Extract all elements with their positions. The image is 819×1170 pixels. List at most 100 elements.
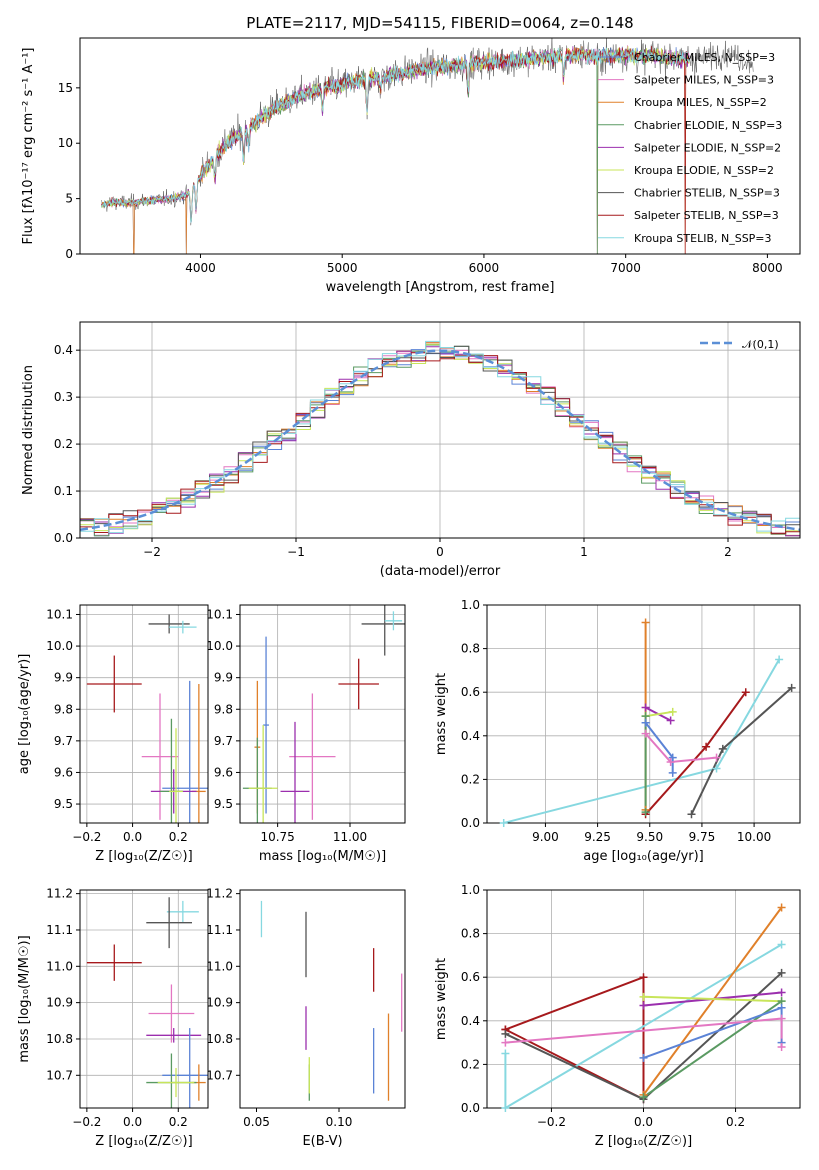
x-axis-label: Z [log₁₀(Z/Z☉)]: [595, 1134, 692, 1149]
y-tick-label: 10: [58, 136, 73, 150]
y-tick-label: 10.0: [206, 639, 233, 653]
y-axis-label: Normed distribution: [21, 365, 36, 495]
x-axis-label: E(B-V): [302, 1134, 342, 1149]
x-tick-label: 4000: [185, 261, 216, 275]
y-tick-label: 10.1: [46, 607, 73, 621]
figure-title: PLATE=2117, MJD=54115, FIBERID=0064, z=0…: [246, 14, 633, 32]
weight-marker: [668, 768, 677, 777]
x-tick-label: 0.0: [634, 1115, 653, 1129]
legend-label: 𝒩(0,1): [742, 338, 779, 351]
y-tick-label: 11.0: [206, 959, 233, 973]
y-tick-label: 0.2: [461, 772, 480, 786]
weight-marker: [641, 703, 650, 712]
x-tick-label: 1: [580, 545, 588, 559]
y-tick-label: 11.0: [46, 959, 73, 973]
y-tick-label: 0.4: [461, 729, 480, 743]
legend-label: Chabrier ELODIE, N_SSP=3: [634, 119, 782, 132]
weight-marker: [777, 940, 786, 949]
plot-area: [80, 340, 800, 538]
x-axis-label: Z [log₁₀(Z/Z☉)]: [95, 849, 192, 864]
y-tick-label: 11.2: [206, 887, 233, 901]
weight-marker: [641, 618, 650, 627]
x-tick-label: −0.2: [72, 1115, 101, 1129]
plot-area: [100, 38, 754, 254]
axes-spine: [486, 604, 801, 824]
x-tick-label: −0.2: [537, 1115, 566, 1129]
x-axis-label: (data-model)/error: [380, 564, 501, 579]
y-tick-label: 9.5: [214, 797, 233, 811]
y-tick-label: 11.2: [46, 887, 73, 901]
x-tick-label: 10.00: [737, 830, 771, 844]
y-tick-label: 10.9: [206, 996, 233, 1010]
weight-marker: [641, 808, 650, 817]
panel-age_vs_Z: −0.2 0.0 0.2 9.5 9.6 9.7 9.8 9.9 10.0 10.1 Z [log₁…: [17, 604, 209, 864]
x-tick-label: 10.75: [260, 830, 294, 844]
y-tick-label: 0.6: [461, 970, 480, 984]
legend-label: Chabrier STELIB, N_SSP=3: [634, 187, 780, 200]
y-tick-label: 10.7: [46, 1068, 73, 1082]
axes-frame: −2 −1 0 1 2 0.0 0.1 0.2 0.3 0.4 (data-model)/error…: [21, 321, 801, 579]
plot-area: [86, 897, 208, 1108]
weight-marker: [641, 718, 650, 727]
y-tick-label: 10.7: [206, 1068, 233, 1082]
weight-marker: [668, 707, 677, 716]
weight-marker: [639, 992, 648, 1001]
x-tick-label: 2: [724, 545, 732, 559]
weight-line: [642, 1000, 783, 1098]
legend-label: Salpeter STELIB, N_SSP=3: [634, 209, 779, 222]
weight-marker: [787, 683, 796, 692]
panel-age_vs_mass: 10.75 11.00 9.5 9.6 9.7 9.8 9.9 10.0 10.1 mass [l…: [206, 604, 406, 864]
y-tick-label: 0.3: [54, 390, 73, 404]
y-tick-label: 0.8: [461, 642, 480, 656]
weight-marker: [666, 716, 675, 725]
x-tick-label: 0: [436, 545, 444, 559]
axes-spine: [239, 604, 406, 824]
plot-area: [86, 614, 208, 823]
weight-marker: [501, 1104, 510, 1112]
y-tick-label: 9.9: [54, 671, 73, 685]
legend-label: Salpeter ELODIE, N_SSP=2: [634, 141, 781, 154]
x-tick-label: −2: [143, 545, 161, 559]
y-tick-label: 1.0: [461, 598, 480, 612]
weight-marker: [501, 1049, 510, 1058]
panel-weight_vs_Z: −0.2 0.0 0.2 0.0 0.2 0.4 0.6 0.8 1.0 Z [log₁₀(Z/Z…: [434, 883, 801, 1149]
y-tick-label: 0.2: [54, 437, 73, 451]
y-tick-label: 0.4: [461, 1014, 480, 1028]
y-tick-label: 0.0: [54, 531, 73, 545]
legend-label: Kroupa ELODIE, N_SSP=2: [634, 164, 774, 177]
x-tick-label: 0.0: [123, 830, 142, 844]
x-tick-label: 5000: [327, 261, 358, 275]
y-axis-label: mass weight: [434, 958, 449, 1040]
y-tick-label: 9.5: [54, 797, 73, 811]
weight-marker: [741, 688, 750, 697]
y-tick-label: 10.8: [46, 1032, 73, 1046]
y-tick-label: 0.0: [461, 816, 480, 830]
y-axis-label: mass [log₁₀(M/M☉)]: [17, 935, 32, 1062]
normal-curve: [80, 349, 800, 532]
y-tick-label: 1.0: [461, 883, 480, 897]
x-tick-label: 9.50: [636, 830, 663, 844]
y-tick-label: 10.9: [46, 996, 73, 1010]
y-tick-label: 0.2: [461, 1057, 480, 1071]
weight-marker: [775, 655, 784, 664]
x-axis-label: age [log₁₀(age/yr)]: [583, 849, 704, 864]
weight-marker: [712, 753, 721, 762]
x-tick-label: 0.2: [169, 1115, 188, 1129]
weight-marker: [777, 1003, 786, 1012]
x-axis-label: mass [log₁₀(M/M☉)]: [259, 849, 386, 864]
panel-mass_vs_Z: −0.2 0.0 0.2 10.7 10.8 10.9 11.0 11.1 11.2 Z [log…: [17, 887, 209, 1149]
weight-marker: [499, 819, 508, 827]
axes-frame: 10.75 11.00 9.5 9.6 9.7 9.8 9.9 10.0 10.1 mass [l…: [206, 604, 406, 864]
axes-frame: 4000 5000 6000 7000 8000 0 5 10 15 wavelength [An…: [21, 37, 801, 295]
y-tick-label: 9.7: [214, 734, 233, 748]
plot-area: [242, 605, 405, 823]
panel-residuals: −2 −1 0 1 2 0.0 0.1 0.2 0.3 0.4 (data-model)/error…: [21, 321, 801, 579]
axes-spine: [239, 889, 406, 1109]
x-tick-label: −1: [287, 545, 305, 559]
y-tick-label: 0.1: [54, 484, 73, 498]
x-tick-label: −0.2: [72, 830, 101, 844]
weight-marker: [702, 742, 711, 751]
x-tick-label: 11.00: [333, 830, 367, 844]
weight-marker: [712, 764, 721, 773]
